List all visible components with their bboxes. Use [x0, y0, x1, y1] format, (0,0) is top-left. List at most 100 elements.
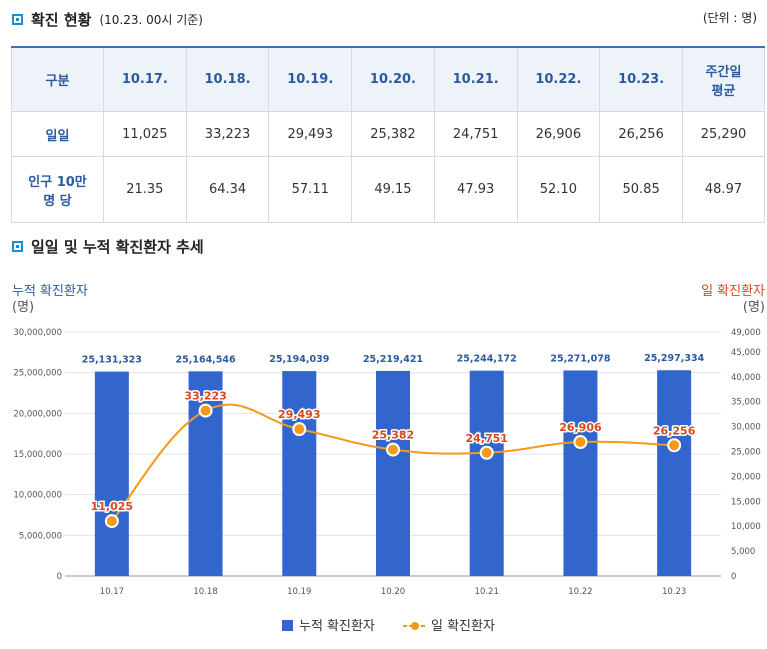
header-col-2: 10.18. — [185, 46, 270, 112]
line-data-label: 26,906 — [559, 421, 602, 434]
bar-10.23 — [657, 370, 692, 576]
bar-data-label: 25,164,546 — [176, 354, 236, 365]
right-tick-label: 45,000 — [731, 348, 761, 358]
table-cell: 11,025 — [103, 111, 187, 157]
table-cell: 48.97 — [682, 156, 765, 223]
section-title: 확진 현황 — [31, 11, 92, 29]
row-header: 인구 10만 명 당 — [11, 156, 104, 223]
table-cell: 26,906 — [516, 111, 601, 157]
bar-10.19 — [282, 371, 317, 576]
legend-bar-label: 누적 확진환자 — [299, 619, 375, 634]
left-axis-unit: (명) — [12, 300, 34, 315]
table-cell: 29,493 — [268, 111, 353, 157]
right-axis-unit: (명) — [743, 300, 765, 315]
right-tick-label: 10,000 — [731, 522, 761, 532]
section-header-status: 확진 현황 (10.23. 00시 기준) — [12, 9, 203, 30]
header-category: 구분 — [11, 46, 104, 112]
left-tick-label: 20,000,000 — [13, 409, 62, 419]
status-table: 구분 10.17. 10.18. 10.19. 10.20. 10.21. 10.22. 10… — [11, 46, 765, 223]
bar-data-label: 25,271,078 — [550, 353, 610, 364]
left-tick-label: 30,000,000 — [13, 328, 62, 338]
line-point-10.23 — [667, 438, 682, 453]
x-tick-label: 10.22 — [568, 587, 592, 597]
table-cell: 57.11 — [268, 156, 353, 223]
bar-10.20 — [376, 370, 410, 576]
left-axis-title: 누적 확진환자 — [12, 284, 88, 299]
x-tick-label: 10.19 — [287, 587, 311, 597]
section-square-icon — [12, 14, 23, 25]
left-tick-label: 0 — [57, 572, 62, 582]
legend-line-marker — [411, 622, 419, 630]
left-tick-label: 10,000,000 — [13, 491, 62, 501]
table-cell: 52.10 — [516, 156, 601, 223]
header-col-3: 10.19. — [268, 46, 353, 112]
header-col-4: 10.20. — [351, 46, 435, 112]
right-tick-label: 30,000 — [731, 423, 761, 433]
trend-chart: 누적 확진환자(명)일 확진환자(명)05,000,00010,000,0001… — [12, 284, 765, 634]
left-tick-label: 5,000,000 — [19, 531, 62, 541]
legend-line-label: 일 확진환자 — [431, 619, 495, 634]
bar-data-label: 25,131,323 — [82, 355, 142, 366]
header-col-5: 10.21. — [433, 46, 518, 112]
line-point-10.22 — [573, 435, 588, 450]
table-cell: 64.34 — [185, 156, 270, 223]
right-tick-label: 5,000 — [731, 547, 755, 557]
x-tick-label: 10.20 — [381, 587, 405, 597]
line-data-label: 33,223 — [184, 390, 226, 403]
header-col-8: 주간일 평균 — [682, 46, 765, 112]
legend-bar-swatch — [282, 620, 293, 631]
bar-data-label: 25,297,334 — [644, 353, 704, 364]
line-point-10.19 — [292, 422, 307, 437]
line-point-10.20 — [386, 442, 400, 457]
line-data-label: 25,382 — [372, 429, 414, 442]
table-cell: 33,223 — [185, 111, 270, 157]
line-data-label: 26,256 — [653, 424, 696, 437]
table-cell: 25,290 — [682, 111, 765, 157]
line-point-10.21 — [479, 445, 494, 460]
bar-data-label: 25,194,039 — [269, 354, 329, 365]
table-row: 인구 10만 명 당 21.35 64.34 57.11 49.15 47.93 52.10 5… — [11, 156, 765, 223]
bar-data-label: 25,219,421 — [363, 354, 423, 365]
bar-10.22 — [563, 370, 598, 576]
table-cell: 21.35 — [103, 156, 187, 223]
right-tick-label: 0 — [731, 572, 736, 582]
right-axis-title: 일 확진환자 — [701, 284, 765, 299]
right-tick-label: 35,000 — [731, 398, 761, 408]
right-tick-label: 49,000 — [731, 328, 761, 338]
table-cell: 50.85 — [599, 156, 683, 223]
table-row: 일일 11,025 33,223 29,493 25,382 24,751 26,906 26… — [11, 111, 765, 157]
bar-10.17 — [94, 371, 129, 576]
x-tick-label: 10.23 — [662, 587, 686, 597]
x-tick-label: 10.18 — [193, 587, 217, 597]
table-cell: 49.15 — [351, 156, 435, 223]
bar-data-label: 25,244,172 — [457, 354, 517, 365]
line-point-10.17 — [104, 514, 119, 529]
section-square-icon — [12, 241, 23, 252]
unit-label: (단위 : 명) — [702, 11, 757, 25]
x-tick-label: 10.21 — [475, 587, 499, 597]
line-data-label: 24,751 — [465, 432, 507, 445]
line-data-label: 29,493 — [278, 408, 320, 421]
x-tick-label: 10.17 — [100, 587, 124, 597]
line-point-10.18 — [198, 403, 213, 418]
row-header: 일일 — [11, 111, 104, 157]
right-tick-label: 15,000 — [731, 497, 761, 507]
line-data-label: 11,025 — [91, 500, 133, 513]
right-tick-label: 40,000 — [731, 373, 761, 383]
table-header-row: 구분 10.17. 10.18. 10.19. 10.20. 10.21. 10.22. 10… — [11, 46, 765, 112]
table-cell: 25,382 — [351, 111, 435, 157]
table-cell: 26,256 — [599, 111, 683, 157]
section-title-trend: 일일 및 누적 확진환자 추세 — [31, 238, 204, 256]
bar-10.21 — [469, 370, 504, 576]
header-col-7: 10.23. — [599, 46, 683, 112]
table-cell: 24,751 — [433, 111, 518, 157]
table-body: 일일 11,025 33,223 29,493 25,382 24,751 26,906 26… — [11, 111, 765, 223]
table-cell: 47.93 — [433, 156, 518, 223]
section-header-trend: 일일 및 누적 확진환자 추세 — [12, 236, 204, 257]
right-tick-label: 20,000 — [731, 472, 761, 482]
section-subtitle: (10.23. 00시 기준) — [99, 13, 203, 27]
left-tick-label: 15,000,000 — [13, 450, 62, 460]
right-tick-label: 25,000 — [731, 448, 761, 458]
left-tick-label: 25,000,000 — [13, 369, 62, 379]
header-col-1: 10.17. — [103, 46, 187, 112]
